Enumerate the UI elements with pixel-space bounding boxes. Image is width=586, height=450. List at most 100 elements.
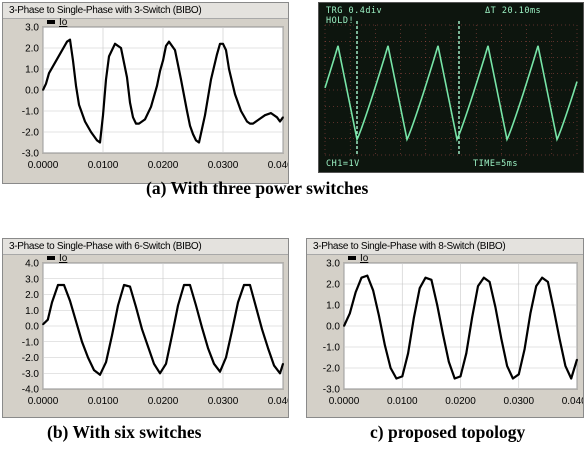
chart-3-switch: 3.0 2.0 1.0 0.0 -1.0 -2.0 -3.00.0000 0.0100 0.02… [22,17,288,171]
y-tick-label: -1.0 [22,107,40,118]
data-point [195,139,197,142]
data-point [117,304,119,307]
data-point [87,356,89,359]
data-point [114,42,116,45]
data-point [183,284,185,286]
data-point [207,347,209,349]
legend-swatch [348,256,356,260]
osc-hold-label: HOLD! [326,16,355,26]
data-point [270,112,272,114]
data-point [258,118,260,121]
x-tick-label: 0.0400 [268,160,288,171]
data-point [453,377,456,380]
osc-time-label: TIME=5ms [473,159,518,169]
data-point [523,348,526,350]
data-point [447,360,450,363]
legend-label: Io [360,253,369,264]
data-point [96,139,98,142]
data-point [413,316,415,319]
data-point [430,278,433,281]
data-point [75,320,77,323]
data-point [234,93,236,96]
data-point [231,329,233,332]
data-point [564,365,567,367]
data-point [255,120,257,123]
data-point [407,352,409,355]
data-point [150,105,152,108]
data-point [204,114,206,117]
caption-a: (a) With three power switches [146,178,369,198]
y-tick-label: 1.0 [25,306,39,317]
data-point [126,76,128,79]
data-point [228,68,230,70]
data-point [66,40,68,43]
data-point [69,38,71,41]
data-point [261,328,263,331]
data-point [442,333,444,336]
y-tick-label: -3.0 [323,385,341,396]
data-point [488,281,491,283]
data-point [529,312,532,315]
x-tick-label: 0.0400 [268,396,288,407]
data-point [72,59,74,62]
y-tick-label: 0.0 [326,322,340,333]
data-point [153,362,155,365]
data-point [129,101,131,104]
data-point [216,53,218,56]
data-point [48,72,50,75]
data-point [192,133,194,136]
data-point [165,45,167,47]
data-point [558,337,561,340]
data-point [162,59,164,62]
data-point [219,370,221,373]
data-point [210,78,212,81]
data-point [60,51,62,54]
data-point [570,377,573,380]
data-point [243,284,245,286]
x-tick-label: 0.0100 [88,160,119,171]
data-point [471,316,473,319]
osc-delta-t-label: ΔT 20.10ms [485,6,542,16]
y-tick-label: -2.0 [323,364,341,375]
data-point [535,285,538,287]
y-tick-label: -3.0 [22,369,40,380]
data-point [81,340,83,343]
data-point [395,377,398,380]
data-point [138,122,140,125]
data-point [57,284,59,286]
x-tick-label: 0.0400 [562,396,583,407]
data-point [506,365,508,367]
data-point [105,78,107,81]
chart-title: 3-Phase to Single-Phase with 8-Switch (B… [307,239,583,255]
data-point [267,347,269,349]
data-point [279,120,281,123]
data-point [354,291,357,294]
data-point [69,299,71,302]
data-point [174,49,176,51]
data-point [252,122,254,125]
y-tick-label: 1.0 [326,301,340,312]
oscilloscope-screen: TRG 0.4div HOLD! ΔT 20.10ms CH1=1V TIME=… [318,2,584,173]
chart-8-switch: 3.0 2.0 1.0 0.0 -1.0 -2.0 -3.00.0000 0.0100 0.02… [323,253,583,407]
data-point [418,287,421,290]
data-point [222,42,224,45]
data-point [213,362,215,365]
y-tick-label: 1.0 [25,65,39,76]
data-point [99,373,101,376]
legend-swatch [47,256,55,260]
data-point [282,362,284,365]
data-point [360,276,363,279]
chart-6-switch: 4.0 3.0 2.0 1.0 0.0 -1.0 -2.0 -3.0 -4.00.0000 0.0… [22,253,288,407]
oscilloscope-trace-area [324,21,578,156]
y-tick-label: -2.0 [22,353,40,364]
data-point [144,118,146,121]
y-tick-label: -2.0 [22,128,40,139]
data-point [63,284,65,286]
data-point [517,373,520,376]
data-point [195,304,197,307]
osc-channel-label: CH1=1V [326,159,360,169]
data-point [512,377,514,380]
data-point [477,285,479,287]
data-point [168,40,170,43]
data-point [264,114,266,117]
